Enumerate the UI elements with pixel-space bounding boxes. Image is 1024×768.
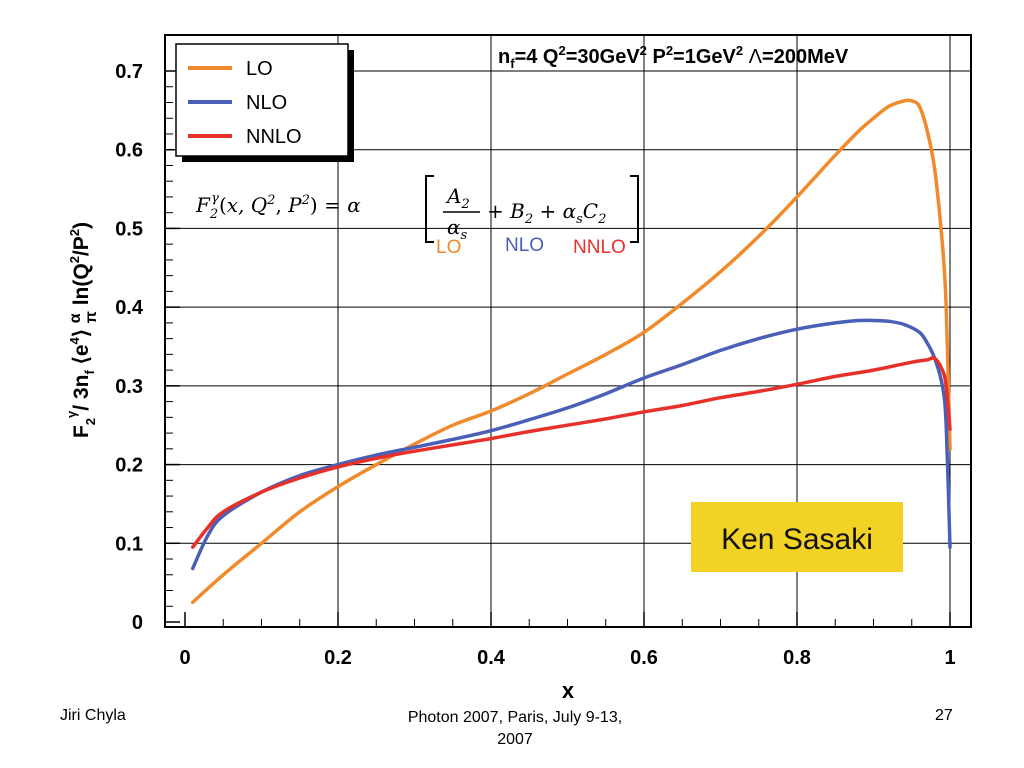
- legend: LO NLO NNLO: [175, 43, 354, 162]
- y-tick-label: 0: [132, 612, 143, 634]
- series-line-nlo: [190, 318, 952, 571]
- params-annotation: nf=4 Q2=30GeV2 P2=1GeV2 Λ=200MeV: [498, 43, 849, 71]
- x-tick-label: 0.6: [630, 647, 658, 669]
- y-tick-label: 0.3: [115, 376, 143, 398]
- x-tick-label: 0.2: [324, 647, 352, 669]
- legend-label-nlo: NLO: [246, 92, 287, 114]
- svg-text:αs: αs: [447, 215, 468, 243]
- legend-label-lo: LO: [246, 58, 273, 80]
- x-axis-title: x: [562, 678, 575, 703]
- legend-label-nnlo: NNLO: [246, 126, 302, 148]
- footer-conference-line1: Photon 2007, Paris, July 9-13,: [407, 709, 623, 726]
- x-tick-label: 1: [944, 647, 955, 669]
- author-badge-box: [691, 502, 903, 572]
- series-line-nnlo: [190, 356, 952, 549]
- series-layer: [190, 98, 952, 605]
- x-tick-label: 0.8: [783, 647, 811, 669]
- formula-label-nlo: NLO: [505, 235, 544, 256]
- svg-text:A2: A2: [445, 184, 470, 212]
- y-tick-label: 0.4: [115, 297, 144, 319]
- svg-text:+ B2 + αsC2: + B2 + αsC2: [487, 199, 606, 227]
- y-tick-label: 0.1: [115, 533, 143, 555]
- footer-author: Jiri Chyla: [60, 707, 126, 724]
- footer-page-number: 27: [935, 707, 953, 724]
- tick-marks: [165, 70, 951, 627]
- series-line-lo: [190, 98, 952, 605]
- x-tick-label: 0.4: [477, 647, 506, 669]
- y-tick-label: 0.2: [115, 455, 143, 477]
- formula: F2γ(x, Q2, P2) = α A2 αs + B2 + αsC2 LO …: [195, 175, 639, 258]
- svg-text:F2γ(x, Q2, P2) = α: F2γ(x, Q2, P2) = α: [195, 191, 361, 222]
- formula-label-nnlo: NNLO: [573, 237, 626, 258]
- x-tick-label: 0: [179, 647, 190, 669]
- footer-conference-line2: 2007: [497, 731, 533, 748]
- footer-conference: Photon 2007, Paris, July 9-13, 2007: [370, 707, 660, 751]
- y-tick-label: 0.7: [115, 61, 143, 83]
- author-badge: Ken Sasaki: [691, 502, 903, 572]
- y-tick-label: 0.5: [115, 218, 143, 240]
- y-tick-label: 0.6: [115, 140, 143, 162]
- y-axis-title: F2γ/ 3nf ⟨e4⟩ απ ln(Q2/P2): [64, 222, 100, 438]
- tick-labels: 0 0.2 0.4 0.6 0.8 1 0 0.1 0.2 0.3 0.4 0.5 0.6 0.7: [115, 61, 955, 669]
- author-badge-text: Ken Sasaki: [721, 523, 873, 556]
- formula-label-lo: LO: [436, 237, 461, 258]
